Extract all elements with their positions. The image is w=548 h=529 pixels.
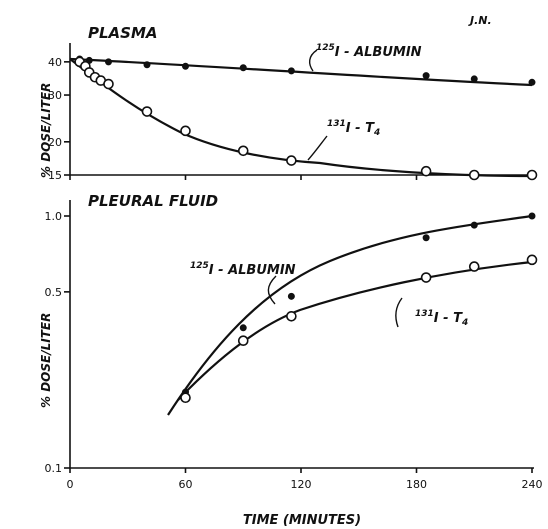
pleural-t4-point	[420, 272, 432, 283]
pleural-albumin-point	[239, 324, 247, 332]
plasma-t4-point	[103, 78, 114, 90]
plasma-y-tick-label: 40	[48, 56, 62, 69]
x-tick-label: 120	[291, 478, 312, 491]
pleural-t4-curve	[177, 260, 533, 401]
pleural-y-axis-label: % DOSE/LITER	[39, 313, 53, 408]
x-tick-label: 0	[67, 478, 74, 491]
pleural-albumin-point	[470, 221, 478, 229]
plasma-y-tick-label: 30	[48, 89, 62, 102]
pleural-t4-point	[526, 254, 538, 266]
plasma-t4-point	[468, 169, 480, 181]
plasma-t4-point	[286, 155, 297, 166]
plasma-t4-point	[526, 169, 538, 181]
plasma-y-axis-label: % DOSE/LITER	[39, 83, 53, 178]
plasma-title: PLASMA	[88, 24, 158, 42]
plasma-albumin-text: I - ALBUMIN	[335, 45, 422, 60]
x-tick-label: 60	[179, 478, 193, 491]
x-tick-label: 240	[522, 478, 543, 491]
pleural-title: PLEURAL FLUID	[88, 192, 218, 210]
pleural-t4-point	[468, 261, 480, 272]
plasma-albumin-isotope: 125	[316, 43, 335, 53]
pleural-t4-isotope: 131	[415, 309, 434, 319]
plasma-t4-point	[141, 106, 153, 117]
plasma-albumin-point	[182, 62, 189, 70]
plasma-t4-curve	[69, 58, 533, 178]
plasma-albumin-point	[239, 64, 247, 72]
plasma-albumin-point	[287, 67, 295, 75]
x-tick-label: 180	[406, 478, 427, 491]
pleural-albumin-curve	[167, 214, 533, 416]
pleural-fluid-panel: PLEURAL FLUID % DOSE/LITER TIME (MINUTES…	[39, 192, 543, 528]
plasma-albumin-point	[470, 75, 478, 83]
plasma-albumin-point	[528, 78, 536, 86]
plasma-y-tick-label: 20	[48, 136, 62, 149]
plasma-albumin-arrow	[308, 49, 318, 72]
plasma-albumin-point	[422, 72, 430, 80]
plasma-albumin-label: 125I - ALBUMIN	[316, 43, 422, 60]
plasma-t4-subscript: 4	[373, 128, 380, 138]
pleural-albumin-point	[287, 292, 295, 300]
plasma-albumin-curve	[69, 57, 533, 87]
pleural-t4-point	[237, 335, 249, 347]
pleural-y-tick-label: 0.5	[45, 286, 63, 299]
plasma-t4-isotope: 131	[327, 119, 346, 129]
pleural-albumin-point	[528, 212, 536, 220]
pleural-t4-point	[286, 310, 297, 322]
pleural-t4-label: 131I - T4	[415, 309, 468, 328]
pleural-albumin-arrow	[267, 275, 277, 305]
pleural-t4-point	[180, 392, 191, 404]
pleural-albumin-label: 125I - ALBUMIN	[190, 261, 296, 278]
corner-label: J.N.	[468, 14, 492, 27]
pleural-albumin-text: I - ALBUMIN	[209, 263, 296, 278]
plasma-t4-point	[237, 145, 249, 157]
pleural-albumin-isotope: 125	[190, 261, 209, 271]
plasma-t4-point	[180, 125, 191, 137]
plasma-albumin-point	[105, 58, 112, 66]
pleural-y-tick-label: 0.1	[45, 462, 63, 475]
pleural-albumin-point	[422, 234, 430, 242]
pleural-y-tick-label: 1.0	[45, 210, 63, 223]
plasma-t4-text: I - T	[346, 121, 375, 136]
x-axis-label: TIME (MINUTES)	[243, 513, 361, 528]
plasma-t4-arrow	[307, 135, 328, 161]
plasma-t4-point	[420, 165, 432, 177]
plasma-t4-label: 131I - T4	[327, 119, 380, 138]
plasma-y-tick-label: 15	[48, 169, 62, 182]
pleural-t4-subscript: 4	[461, 318, 468, 328]
pleural-t4-text: I - T	[434, 311, 463, 326]
plasma-albumin-point	[143, 61, 151, 69]
pleural-t4-arrow	[395, 297, 403, 328]
